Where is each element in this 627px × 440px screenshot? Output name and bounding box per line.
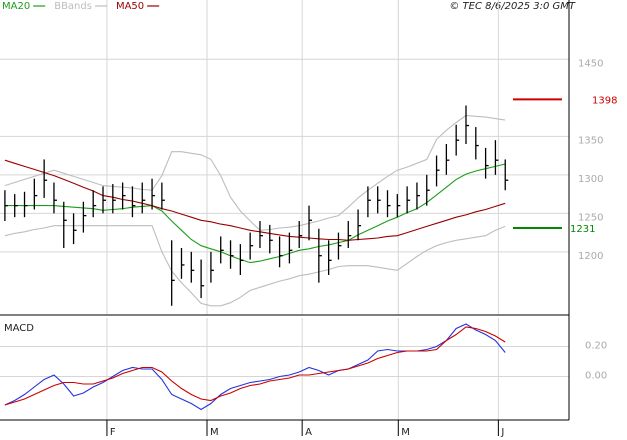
series-line	[4, 323, 506, 411]
series-line	[4, 159, 506, 241]
x-tick-label: J	[500, 427, 504, 438]
series-line	[4, 114, 506, 231]
y-tick-label: 1250	[578, 212, 603, 223]
timestamp: © TEC 8/6/2025 3:0 GMT	[449, 1, 576, 12]
x-tick-label: M	[210, 427, 219, 438]
series-line	[4, 225, 506, 307]
y-tick-label: 1450	[578, 58, 603, 69]
legend-label: BBands	[54, 1, 92, 12]
y-tick-label: 1350	[578, 135, 603, 146]
series-line	[4, 326, 506, 406]
x-tick-label: M	[401, 427, 410, 438]
x-tick-label: F	[110, 427, 116, 438]
level-label: 1398	[592, 95, 617, 106]
y-tick-label: 0.20	[585, 341, 607, 352]
y-tick-label: 1200	[578, 251, 603, 262]
level-label: 1231	[570, 224, 595, 235]
x-tick-label: A	[305, 427, 312, 438]
legend-label: MA20	[2, 1, 30, 12]
y-tick-label: 1300	[578, 174, 603, 185]
y-tick-label: 0.00	[585, 371, 607, 382]
macd-title: MACD	[4, 323, 34, 334]
legend-label: MA50	[116, 1, 144, 12]
series-line	[4, 163, 506, 264]
